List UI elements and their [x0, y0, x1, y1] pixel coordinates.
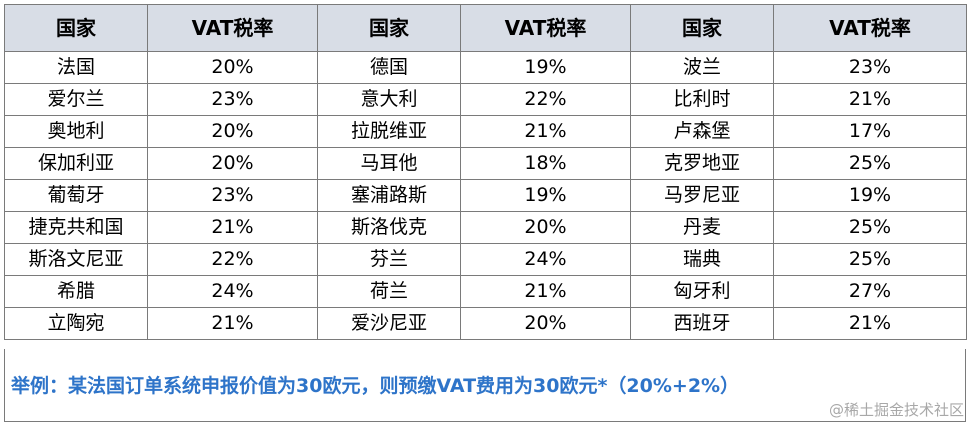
vat-rate-cell: 25%: [773, 243, 967, 276]
country-cell: 斯洛伐克: [317, 211, 461, 244]
vat-rate-cell: 27%: [773, 275, 967, 308]
vat-rate-cell: 20%: [147, 51, 318, 84]
vat-rate-cell: 18%: [460, 147, 631, 180]
vat-rate-cell: 22%: [460, 83, 631, 116]
vat-rate-cell: 21%: [773, 307, 967, 340]
vat-rate-cell: 19%: [460, 51, 631, 84]
table-row: 斯洛文尼亚 22% 芬兰 24% 瑞典 25%: [4, 243, 967, 276]
table-row: 捷克共和国 21% 斯洛伐克 20% 丹麦 25%: [4, 211, 967, 244]
header-country-2: 国家: [317, 4, 461, 52]
country-cell: 马耳他: [317, 147, 461, 180]
vat-rate-cell: 19%: [460, 179, 631, 212]
country-cell: 克罗地亚: [630, 147, 774, 180]
country-cell: 希腊: [4, 275, 148, 308]
vat-rate-cell: 23%: [773, 51, 967, 84]
country-cell: 荷兰: [317, 275, 461, 308]
vat-rate-table: 国家 VAT税率 国家 VAT税率 国家 VAT税率 法国 20% 德国 19% 波兰 2…: [4, 4, 967, 340]
table-row: 爱尔兰 23% 意大利 22% 比利时 21%: [4, 83, 967, 116]
country-cell: 葡萄牙: [4, 179, 148, 212]
vat-rate-cell: 24%: [460, 243, 631, 276]
example-text: 举例：某法国订单系统申报价值为30欧元，则预缴VAT费用为30欧元*（20%+2…: [11, 375, 740, 397]
vat-rate-cell: 21%: [147, 307, 318, 340]
country-cell: 法国: [4, 51, 148, 84]
country-cell: 芬兰: [317, 243, 461, 276]
vat-rate-cell: 23%: [147, 179, 318, 212]
vat-rate-cell: 17%: [773, 115, 967, 148]
country-cell: 爱沙尼亚: [317, 307, 461, 340]
country-cell: 波兰: [630, 51, 774, 84]
country-cell: 马罗尼亚: [630, 179, 774, 212]
header-row: 国家 VAT税率 国家 VAT税率 国家 VAT税率: [4, 4, 967, 52]
header-vat-rate-3: VAT税率: [773, 4, 967, 52]
country-cell: 匈牙利: [630, 275, 774, 308]
table-row: 希腊 24% 荷兰 21% 匈牙利 27%: [4, 275, 967, 308]
country-cell: 丹麦: [630, 211, 774, 244]
vat-rate-cell: 24%: [147, 275, 318, 308]
header-vat-rate-2: VAT税率: [460, 4, 631, 52]
vat-rate-cell: 21%: [460, 275, 631, 308]
country-cell: 保加利亚: [4, 147, 148, 180]
vat-rate-cell: 20%: [147, 147, 318, 180]
vat-rate-cell: 20%: [460, 211, 631, 244]
vat-rate-cell: 21%: [460, 115, 631, 148]
vat-rate-cell: 23%: [147, 83, 318, 116]
vat-rate-cell: 19%: [773, 179, 967, 212]
example-box: 举例：某法国订单系统申报价值为30欧元，则预缴VAT费用为30欧元*（20%+2…: [4, 349, 966, 422]
country-cell: 德国: [317, 51, 461, 84]
vat-rate-cell: 25%: [773, 211, 967, 244]
table-row: 法国 20% 德国 19% 波兰 23%: [4, 51, 967, 84]
header-country-1: 国家: [4, 4, 148, 52]
table-row: 葡萄牙 23% 塞浦路斯 19% 马罗尼亚 19%: [4, 179, 967, 212]
country-cell: 卢森堡: [630, 115, 774, 148]
table-row: 立陶宛 21% 爱沙尼亚 20% 西班牙 21%: [4, 307, 967, 340]
header-vat-rate-1: VAT税率: [147, 4, 318, 52]
watermark: @稀土掘金技术社区: [828, 401, 964, 419]
table-row: 保加利亚 20% 马耳他 18% 克罗地亚 25%: [4, 147, 967, 180]
country-cell: 爱尔兰: [4, 83, 148, 116]
table-row: 奥地利 20% 拉脱维亚 21% 卢森堡 17%: [4, 115, 967, 148]
country-cell: 捷克共和国: [4, 211, 148, 244]
country-cell: 西班牙: [630, 307, 774, 340]
country-cell: 奥地利: [4, 115, 148, 148]
vat-rate-cell: 21%: [147, 211, 318, 244]
country-cell: 塞浦路斯: [317, 179, 461, 212]
country-cell: 斯洛文尼亚: [4, 243, 148, 276]
country-cell: 立陶宛: [4, 307, 148, 340]
vat-rate-cell: 25%: [773, 147, 967, 180]
vat-rate-cell: 20%: [460, 307, 631, 340]
table-body: 国家 VAT税率 国家 VAT税率 国家 VAT税率 法国 20% 德国 19% 波兰 2…: [4, 4, 967, 340]
vat-rate-cell: 21%: [773, 83, 967, 116]
country-cell: 意大利: [317, 83, 461, 116]
vat-rate-cell: 20%: [147, 115, 318, 148]
header-country-3: 国家: [630, 4, 774, 52]
vat-rate-cell: 22%: [147, 243, 318, 276]
country-cell: 比利时: [630, 83, 774, 116]
country-cell: 瑞典: [630, 243, 774, 276]
country-cell: 拉脱维亚: [317, 115, 461, 148]
